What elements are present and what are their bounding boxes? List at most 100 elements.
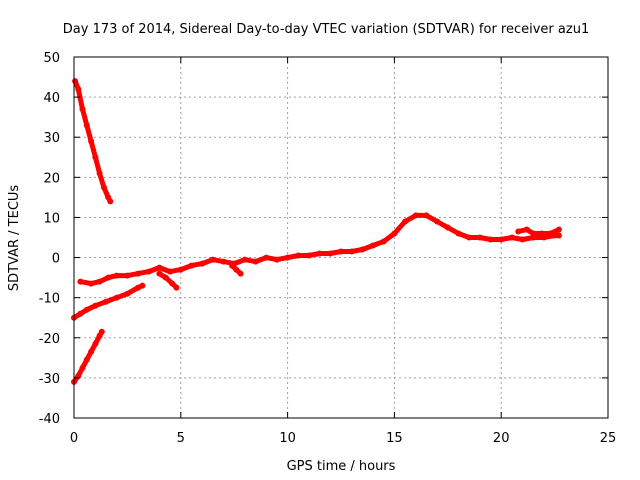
- data-point: [476, 234, 483, 241]
- data-point: [466, 234, 473, 241]
- data-point: [555, 226, 562, 233]
- data-point: [100, 184, 107, 191]
- data-point: [103, 298, 109, 305]
- data-point: [145, 268, 152, 275]
- series-segment-1: [72, 78, 113, 204]
- data-point: [173, 284, 180, 291]
- data-point: [96, 170, 103, 177]
- data-point: [177, 266, 184, 273]
- x-axis-label: GPS time / hours: [287, 459, 396, 474]
- y-tick-label: 40: [43, 91, 60, 106]
- data-point: [237, 270, 244, 277]
- data-point: [508, 234, 515, 241]
- data-point: [83, 306, 90, 313]
- data-point: [444, 224, 451, 231]
- data-point: [79, 364, 86, 371]
- grid-lines: [74, 57, 608, 418]
- data-point: [233, 266, 240, 273]
- data-point: [88, 348, 95, 355]
- data-point: [284, 254, 291, 261]
- x-tick-label: 25: [600, 431, 617, 446]
- data-point: [156, 270, 163, 277]
- data-point: [273, 256, 280, 263]
- data-point: [98, 328, 105, 335]
- data-point: [75, 86, 82, 93]
- data-point: [77, 278, 84, 285]
- y-tick-label: -20: [39, 332, 60, 347]
- x-tick-label: 20: [493, 431, 510, 446]
- x-tick-label: 5: [177, 431, 185, 446]
- data-point: [434, 218, 441, 225]
- data-point: [538, 230, 545, 237]
- data-point: [72, 78, 79, 85]
- y-tick-label: -30: [39, 372, 60, 387]
- data-point: [263, 254, 270, 261]
- data-point: [295, 252, 302, 259]
- data-point: [306, 252, 312, 259]
- data-point: [167, 268, 174, 275]
- data-point: [156, 264, 163, 271]
- chart-title: Day 173 of 2014, Sidereal Day-to-day VTE…: [63, 22, 589, 37]
- data-point: [139, 282, 146, 289]
- data-point: [498, 236, 505, 243]
- y-tick-label: 20: [43, 171, 60, 186]
- data-point: [92, 302, 99, 309]
- data-point: [162, 274, 169, 281]
- data-point: [229, 262, 236, 269]
- x-tick-label: 10: [279, 431, 296, 446]
- data-point: [338, 248, 344, 255]
- data-point: [92, 154, 99, 161]
- data-point: [77, 310, 84, 317]
- y-tick-label: -40: [39, 412, 60, 427]
- data-point: [412, 212, 419, 219]
- data-point: [83, 122, 90, 129]
- data-point: [402, 218, 409, 225]
- data-point: [209, 256, 216, 263]
- data-point: [83, 356, 90, 363]
- y-tick-label: 10: [43, 211, 60, 226]
- data-point: [455, 230, 462, 237]
- data-point: [135, 270, 142, 277]
- data-point: [199, 260, 206, 267]
- data-point: [555, 232, 562, 239]
- data-point: [252, 258, 259, 265]
- data-point: [348, 248, 355, 255]
- data-point: [88, 280, 95, 287]
- data-point: [96, 278, 103, 285]
- y-tick-label: 50: [43, 51, 60, 66]
- data-series: [71, 78, 562, 385]
- data-point: [79, 106, 86, 113]
- data-point: [169, 280, 176, 287]
- data-point: [523, 226, 530, 233]
- data-point: [113, 294, 120, 301]
- data-point: [316, 250, 323, 257]
- data-point: [241, 256, 248, 263]
- plot-frame: [73, 56, 609, 419]
- data-point: [519, 236, 526, 243]
- series-segment-4: [77, 212, 562, 287]
- y-tick-label: -10: [39, 292, 60, 307]
- y-tick-label: 0: [52, 252, 60, 267]
- tick-marks: [73, 56, 609, 419]
- data-point: [423, 212, 430, 219]
- tick-labels: 0 5 10 15 20 25 -40 -30 -20 -10 0 10 20 30 40 50: [39, 51, 617, 446]
- data-point: [124, 272, 131, 279]
- data-point: [113, 272, 120, 279]
- data-point: [105, 274, 112, 281]
- data-point: [547, 230, 554, 237]
- data-point: [370, 242, 376, 249]
- data-point: [327, 250, 334, 257]
- data-point: [92, 340, 99, 347]
- data-point: [188, 262, 195, 269]
- data-point: [88, 138, 95, 145]
- data-point: [530, 230, 537, 237]
- data-point: [515, 228, 522, 235]
- data-point: [487, 236, 494, 243]
- data-point: [220, 258, 227, 265]
- data-point: [391, 230, 398, 237]
- y-tick-label: 30: [43, 131, 60, 146]
- data-point: [107, 198, 114, 205]
- y-axis-label: SDTVAR / TECUs: [7, 185, 22, 292]
- x-tick-label: 15: [386, 431, 403, 446]
